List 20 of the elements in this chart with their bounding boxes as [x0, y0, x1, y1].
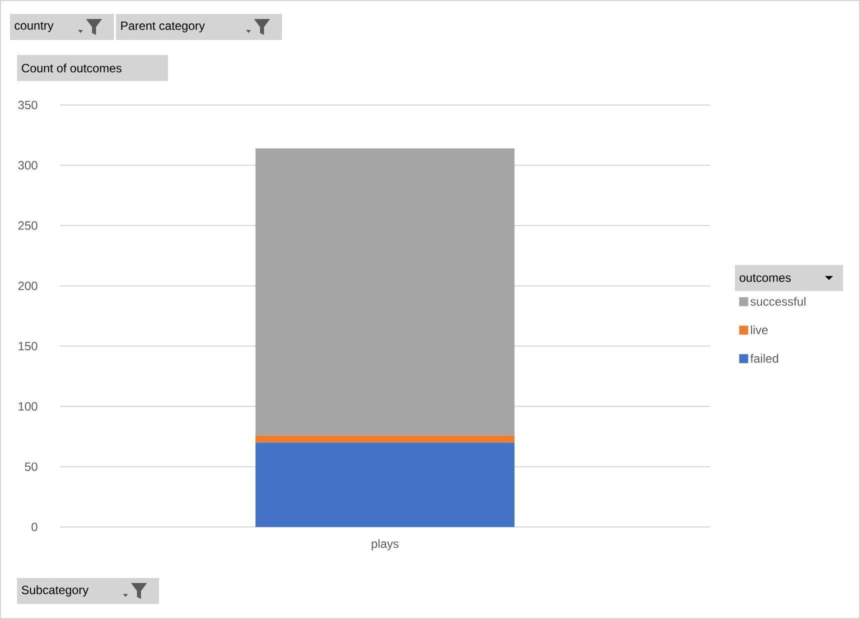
y-tick-label: 350 — [18, 100, 38, 110]
y-tick-label: 50 — [24, 462, 38, 471]
y-tick-label: 200 — [18, 282, 38, 290]
bar — [256, 442, 515, 527]
y-axis-title: Count of outcomes — [22, 64, 122, 72]
legend-label: successful — [750, 296, 806, 306]
y-tick-label: 250 — [18, 221, 38, 230]
legend-title: outcomes — [740, 274, 791, 282]
y-tick-label: 0 — [32, 522, 38, 532]
y-tick-label: 100 — [18, 402, 38, 411]
text: country — [14, 22, 54, 32]
bar — [256, 435, 515, 443]
text: Subcategory — [22, 585, 89, 597]
x-tick-label: plays — [372, 539, 399, 550]
legend-label: failed — [750, 354, 778, 363]
bar — [256, 148, 515, 436]
y-tick-label: 150 — [18, 342, 38, 350]
legend-label: live — [751, 325, 768, 334]
text: Parent category — [121, 22, 205, 32]
y-tick-label: 300 — [18, 161, 38, 170]
